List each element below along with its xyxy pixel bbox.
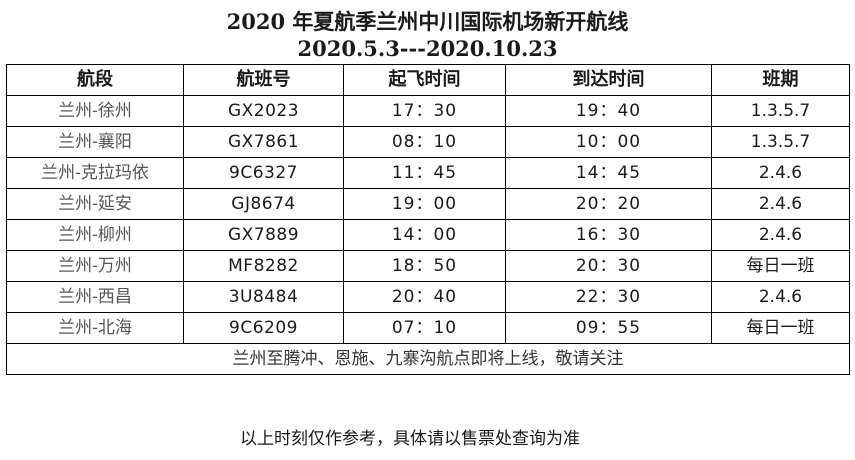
departure-cell: 08：10 (343, 126, 506, 158)
days-cell: 每日一班 (711, 312, 850, 344)
arrival-cell: 19：40 (505, 95, 712, 127)
departure-cell: 17：30 (343, 95, 506, 127)
days-cell: 2.4.6 (711, 281, 850, 313)
route-cell: 兰州-襄阳 (6, 126, 184, 158)
flight-cell: GX2023 (183, 95, 344, 127)
flight-cell: 3U8484 (183, 281, 344, 313)
route-cell: 兰州-万州 (6, 250, 184, 282)
route-cell: 兰州-柳州 (6, 219, 184, 251)
route-cell: 兰州-西昌 (6, 281, 184, 313)
date-range: 2020.5.3---2020.10.23 (297, 36, 558, 61)
page-title: 2020 年夏航季兰州中川国际机场新开航线 (226, 9, 629, 34)
route-cell: 兰州-徐州 (6, 95, 184, 127)
table-row: 兰州-万州 MF8282 18：50 20：30 每日一班 (6, 250, 850, 282)
table-row: 兰州-西昌 3U8484 20：40 22：30 2.4.6 (6, 281, 850, 313)
flight-cell: GX7889 (183, 219, 344, 251)
flight-cell: 9C6209 (183, 312, 344, 344)
days-cell: 1.3.5.7 (711, 95, 850, 127)
route-cell: 兰州-克拉玛依 (6, 157, 184, 189)
arrival-cell: 09：55 (505, 312, 712, 344)
table-row: 兰州-柳州 GX7889 14：00 16：30 2.4.6 (6, 219, 850, 251)
route-cell: 兰州-北海 (6, 312, 184, 344)
table-note-row: 兰州至腾冲、恩施、九寨沟航点即将上线，敬请关注 (6, 343, 850, 375)
arrival-cell: 20：20 (505, 188, 712, 220)
departure-cell: 11：45 (343, 157, 506, 189)
table-row: 兰州-徐州 GX2023 17：30 19：40 1.3.5.7 (6, 95, 850, 127)
header-arrival: 到达时间 (505, 64, 712, 96)
arrival-cell: 16：30 (505, 219, 712, 251)
table-row: 兰州-克拉玛依 9C6327 11：45 14：45 2.4.6 (6, 157, 850, 189)
table-row: 兰州-襄阳 GX7861 08：10 10：00 1.3.5.7 (6, 126, 850, 158)
header-departure: 起飞时间 (343, 64, 506, 96)
header-flight: 航班号 (183, 64, 344, 96)
flight-cell: MF8282 (183, 250, 344, 282)
flight-cell: GJ8674 (183, 188, 344, 220)
table-header-row: 航段 航班号 起飞时间 到达时间 班期 (6, 64, 850, 96)
arrival-cell: 14：45 (505, 157, 712, 189)
days-cell: 2.4.6 (711, 188, 850, 220)
route-cell: 兰州-延安 (6, 188, 184, 220)
days-cell: 2.4.6 (711, 157, 850, 189)
days-cell: 2.4.6 (711, 219, 850, 251)
flight-cell: GX7861 (183, 126, 344, 158)
departure-cell: 14：00 (343, 219, 506, 251)
days-cell: 每日一班 (711, 250, 850, 282)
disclaimer-text: 以上时刻仅作参考，具体请以售票处查询为准 (240, 429, 580, 449)
flight-cell: 9C6327 (183, 157, 344, 189)
days-cell: 1.3.5.7 (711, 126, 850, 158)
header-route: 航段 (6, 64, 184, 96)
flight-schedule-table: 航段 航班号 起飞时间 到达时间 班期 兰州-徐州 GX2023 17：30 1… (6, 64, 850, 375)
arrival-cell: 22：30 (505, 281, 712, 313)
departure-cell: 18：50 (343, 250, 506, 282)
table-row: 兰州-北海 9C6209 07：10 09：55 每日一班 (6, 312, 850, 344)
arrival-cell: 20：30 (505, 250, 712, 282)
header-days: 班期 (711, 64, 850, 96)
upcoming-routes-note: 兰州至腾冲、恩施、九寨沟航点即将上线，敬请关注 (6, 343, 850, 375)
table-row: 兰州-延安 GJ8674 19：00 20：20 2.4.6 (6, 188, 850, 220)
departure-cell: 20：40 (343, 281, 506, 313)
departure-cell: 07：10 (343, 312, 506, 344)
departure-cell: 19：00 (343, 188, 506, 220)
arrival-cell: 10：00 (505, 126, 712, 158)
